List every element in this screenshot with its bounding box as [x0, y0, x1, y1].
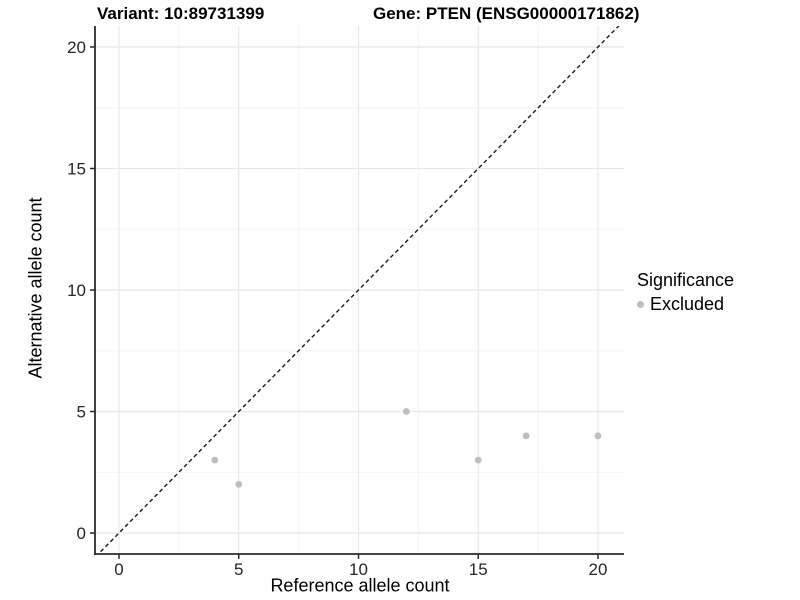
data-point [403, 408, 410, 415]
x-axis-title: Reference allele count [270, 575, 450, 596]
legend-title: Significance [637, 270, 735, 290]
gene-title: Gene: PTEN (ENSG00000171862) [373, 4, 640, 23]
y-tick-label: 10 [67, 281, 86, 300]
x-tick-label: 10 [349, 560, 368, 579]
y-tick-label: 0 [77, 524, 86, 543]
x-tick-label: 5 [234, 560, 243, 579]
variant-title: Variant: 10:89731399 [97, 4, 265, 23]
data-point [474, 456, 482, 464]
legend-point-marker-icon [637, 301, 644, 308]
data-point [594, 432, 602, 440]
x-tick-label: 20 [589, 560, 608, 579]
data-point [235, 481, 243, 488]
data-point [211, 456, 219, 464]
legend-item-excluded: Excluded [637, 294, 734, 315]
y-tick-label: 5 [77, 403, 86, 422]
data-point [522, 432, 530, 440]
y-tick-label: 15 [67, 160, 86, 179]
legend-item-label: Excluded [650, 294, 725, 314]
x-tick-label: 0 [114, 560, 123, 579]
y-tick-label: 20 [67, 38, 86, 57]
legend: Significance Excluded [637, 270, 734, 315]
x-tick-label: 15 [469, 560, 488, 579]
y-axis-title: Alternative allele count [25, 197, 46, 379]
identity-reference-line [97, 26, 620, 554]
